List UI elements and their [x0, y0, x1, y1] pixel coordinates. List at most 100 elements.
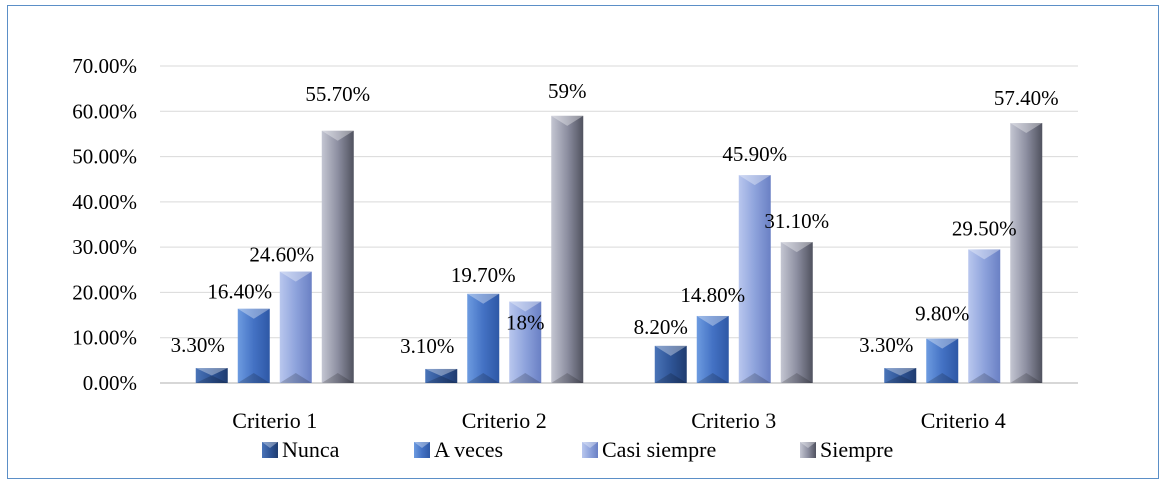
data-label: 29.50%: [952, 216, 1017, 240]
bar-body: [467, 293, 500, 383]
data-label: 8.20%: [634, 315, 688, 339]
bar-bevel: [884, 368, 917, 376]
legend-label: Siempre: [820, 437, 893, 462]
legend-swatch: [414, 442, 430, 458]
bar-body: [738, 175, 771, 383]
bar-bevel: [696, 315, 729, 326]
bar: [654, 345, 687, 383]
x-category-label: Criterio 1: [232, 408, 317, 433]
y-tick-label: 30.00%: [72, 235, 137, 259]
bar-bevel: [237, 308, 270, 319]
bar-bevel: [321, 130, 354, 141]
x-category-label: Criterio 4: [921, 408, 1006, 433]
bar-bevel: [654, 345, 687, 356]
data-label: 3.30%: [859, 333, 913, 357]
bar-bevel: [1010, 123, 1043, 134]
data-label: 55.70%: [305, 82, 370, 106]
bar-body: [551, 115, 584, 384]
bar-body: [509, 301, 542, 383]
y-tick-label: 50.00%: [72, 145, 137, 169]
bar: [321, 130, 354, 383]
bar-body: [195, 368, 228, 383]
bar-body: [654, 345, 687, 383]
bar-bevel: [467, 293, 500, 304]
legend-item: A veces: [414, 437, 503, 462]
bar-bevel: [780, 373, 813, 383]
bar-bevel: [279, 373, 312, 383]
bar: [884, 368, 917, 383]
bar-bevel: [654, 373, 687, 383]
bar-bevel: [195, 375, 228, 383]
bar-body: [780, 242, 813, 383]
bar-bevel: [926, 338, 959, 349]
bar-body: [968, 249, 1001, 383]
bar-body: [321, 130, 354, 383]
y-tick-label: 70.00%: [72, 54, 137, 78]
data-label: 24.60%: [249, 243, 314, 267]
bar: [968, 249, 1001, 383]
data-label: 14.80%: [680, 283, 745, 307]
bar: [551, 115, 584, 384]
bar: [237, 308, 270, 383]
bar-body: [1010, 123, 1043, 383]
bar: [279, 271, 312, 383]
legend-swatch-bevel: [262, 442, 278, 448]
x-axis: Criterio 1 Criterio 2 Criterio 3 Criterio 4: [232, 408, 1005, 433]
bar-bevel: [968, 373, 1001, 383]
data-label: 18%: [506, 310, 545, 334]
legend: Nunca A veces Casi siempre Siempre: [262, 437, 893, 462]
gridlines: [160, 65, 1078, 384]
bar-bevel: [551, 115, 584, 126]
bar-body: [696, 315, 729, 383]
legend-item: Nunca: [262, 437, 340, 462]
bar-bevel: [237, 373, 270, 383]
legend-swatch-bevel: [414, 442, 430, 448]
bar-bevel: [926, 373, 959, 383]
legend-swatch-bevel: [800, 442, 816, 448]
legend-swatch: [262, 442, 278, 458]
legend-label: A veces: [434, 437, 503, 462]
legend-item: Siempre: [800, 437, 893, 462]
bar-body: [237, 308, 270, 383]
bar-bevel: [884, 375, 917, 383]
legend-swatch: [800, 442, 816, 458]
bar: [425, 368, 458, 383]
bar: [738, 175, 771, 383]
bar: [467, 293, 500, 383]
bar: [509, 301, 542, 383]
bar-bevel: [696, 373, 729, 383]
bar-bevel: [509, 373, 542, 383]
bar: [926, 338, 959, 383]
bar-bevel: [780, 242, 813, 253]
x-category-label: Criterio 3: [691, 408, 776, 433]
bar-bevel: [551, 373, 584, 383]
y-tick-label: 10.00%: [72, 326, 137, 350]
bar-bevel: [321, 373, 354, 383]
bar-body: [926, 338, 959, 383]
x-category-label: Criterio 2: [462, 408, 547, 433]
bar: [1010, 123, 1043, 383]
y-tick-label: 20.00%: [72, 280, 137, 304]
bar-body: [884, 368, 917, 383]
data-label: 9.80%: [915, 302, 969, 326]
bar-bevel: [467, 373, 500, 383]
bar-bevel: [968, 249, 1001, 260]
data-label: 59%: [548, 79, 587, 103]
legend-item: Casi siempre: [582, 437, 716, 462]
data-label: 16.40%: [207, 280, 272, 304]
bar: [195, 368, 228, 383]
bar-bevel: [509, 301, 542, 312]
data-label: 57.40%: [994, 86, 1059, 110]
data-label: 3.30%: [171, 333, 225, 357]
y-tick-label: 60.00%: [72, 99, 137, 123]
bar-bevel: [738, 373, 771, 383]
legend-label: Casi siempre: [602, 437, 716, 462]
y-tick-label: 0.00%: [83, 371, 137, 395]
bar: [780, 242, 813, 383]
bar-body: [279, 271, 312, 383]
y-axis: 0.00% 10.00% 20.00% 30.00% 40.00% 50.00% 60.00…: [72, 54, 137, 395]
bar-bevel: [425, 368, 458, 376]
data-labels: 3.30% 16.40% 24.60% 55.70% 3.10% 19.70% 18% 59%…: [171, 79, 1059, 358]
legend-label: Nunca: [282, 437, 340, 462]
